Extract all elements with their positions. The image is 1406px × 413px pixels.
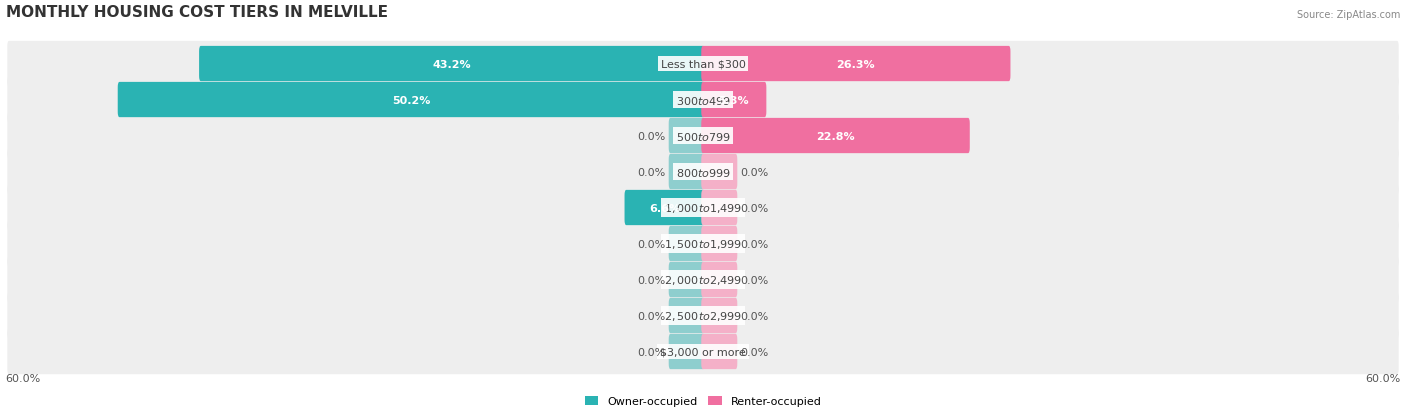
FancyBboxPatch shape [7, 42, 1399, 87]
Text: MONTHLY HOUSING COST TIERS IN MELVILLE: MONTHLY HOUSING COST TIERS IN MELVILLE [6, 5, 388, 19]
Text: Source: ZipAtlas.com: Source: ZipAtlas.com [1298, 9, 1400, 19]
FancyBboxPatch shape [669, 262, 704, 297]
Text: $300 to $499: $300 to $499 [675, 94, 731, 106]
FancyBboxPatch shape [702, 47, 1011, 82]
FancyBboxPatch shape [669, 298, 704, 333]
FancyBboxPatch shape [702, 298, 737, 333]
FancyBboxPatch shape [669, 154, 704, 190]
Text: Less than $300: Less than $300 [661, 59, 745, 69]
FancyBboxPatch shape [200, 47, 704, 82]
FancyBboxPatch shape [702, 262, 737, 297]
Text: 0.0%: 0.0% [740, 275, 769, 285]
Text: $2,000 to $2,499: $2,000 to $2,499 [664, 273, 742, 286]
FancyBboxPatch shape [669, 334, 704, 369]
Text: 5.3%: 5.3% [718, 95, 749, 105]
Text: 22.8%: 22.8% [817, 131, 855, 141]
FancyBboxPatch shape [702, 154, 737, 190]
Text: 0.0%: 0.0% [740, 167, 769, 177]
Text: 0.0%: 0.0% [740, 347, 769, 357]
Text: 0.0%: 0.0% [740, 203, 769, 213]
Text: 0.0%: 0.0% [637, 167, 666, 177]
FancyBboxPatch shape [702, 119, 970, 154]
FancyBboxPatch shape [624, 190, 704, 225]
FancyBboxPatch shape [669, 226, 704, 261]
FancyBboxPatch shape [118, 83, 704, 118]
Text: 50.2%: 50.2% [392, 95, 430, 105]
FancyBboxPatch shape [702, 226, 737, 261]
FancyBboxPatch shape [7, 257, 1399, 302]
Text: $3,000 or more: $3,000 or more [661, 347, 745, 357]
FancyBboxPatch shape [702, 334, 737, 369]
FancyBboxPatch shape [7, 221, 1399, 266]
FancyBboxPatch shape [7, 329, 1399, 374]
FancyBboxPatch shape [669, 119, 704, 154]
Text: $1,000 to $1,499: $1,000 to $1,499 [664, 202, 742, 214]
Text: 0.0%: 0.0% [740, 239, 769, 249]
Legend: Owner-occupied, Renter-occupied: Owner-occupied, Renter-occupied [581, 391, 825, 411]
Text: 6.6%: 6.6% [650, 203, 681, 213]
FancyBboxPatch shape [7, 185, 1399, 230]
Text: 60.0%: 60.0% [6, 374, 41, 384]
Text: $500 to $799: $500 to $799 [675, 130, 731, 142]
FancyBboxPatch shape [7, 78, 1399, 123]
FancyBboxPatch shape [7, 114, 1399, 159]
Text: 0.0%: 0.0% [740, 311, 769, 321]
Text: 0.0%: 0.0% [637, 131, 666, 141]
Text: 0.0%: 0.0% [637, 347, 666, 357]
Text: 0.0%: 0.0% [637, 311, 666, 321]
FancyBboxPatch shape [7, 150, 1399, 195]
Text: 60.0%: 60.0% [1365, 374, 1400, 384]
Text: $2,500 to $2,999: $2,500 to $2,999 [664, 309, 742, 322]
FancyBboxPatch shape [702, 190, 737, 225]
Text: 43.2%: 43.2% [433, 59, 471, 69]
Text: $1,500 to $1,999: $1,500 to $1,999 [664, 237, 742, 250]
Text: 0.0%: 0.0% [637, 239, 666, 249]
FancyBboxPatch shape [7, 293, 1399, 338]
Text: 0.0%: 0.0% [637, 275, 666, 285]
FancyBboxPatch shape [702, 83, 766, 118]
Text: $800 to $999: $800 to $999 [675, 166, 731, 178]
Text: 26.3%: 26.3% [837, 59, 875, 69]
